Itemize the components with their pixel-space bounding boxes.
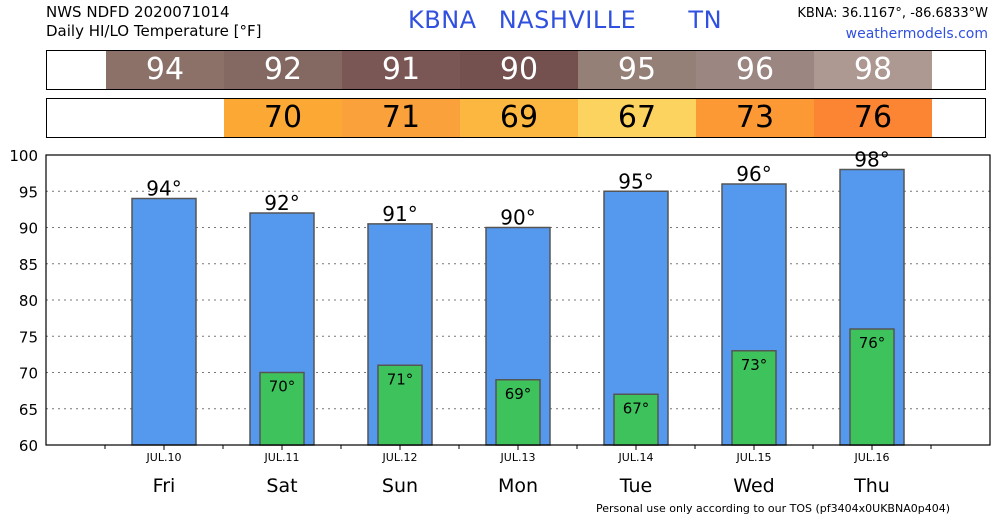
date-label: JUL.16 — [854, 451, 890, 464]
day-label: Tue — [619, 475, 652, 497]
product-label: Daily HI/LO Temperature [°F] — [46, 22, 262, 40]
y-tick-label: 70 — [19, 365, 38, 383]
state-code: TN — [688, 6, 723, 34]
day-label: Wed — [733, 475, 774, 497]
date-label: JUL.13 — [500, 451, 536, 464]
low-temp-cell: 70 — [224, 99, 342, 137]
date-label: JUL.15 — [736, 451, 772, 464]
high-temp-cell: 98 — [814, 51, 932, 89]
low-temp-cell — [106, 99, 224, 137]
station-code: KBNA — [408, 6, 477, 34]
y-tick-label: 75 — [19, 328, 38, 346]
high-temp-cell: 96 — [696, 51, 814, 89]
high-temp-label: 92° — [264, 191, 299, 215]
low-temp-bar — [259, 371, 305, 446]
high-temp-bar — [131, 197, 197, 446]
date-label: JUL.10 — [146, 451, 182, 464]
low-temp-label: 73° — [741, 356, 768, 374]
footer-note: Personal use only according to our TOS (… — [596, 502, 950, 515]
low-temp-cell: 71 — [342, 99, 460, 137]
high-temp-cell: 95 — [578, 51, 696, 89]
coordinates: KBNA: 36.1167°, -86.6833°W — [797, 6, 988, 21]
header-left: NWS NDFD 2020071014 Daily HI/LO Temperat… — [46, 3, 262, 41]
low-temp-cell: 73 — [696, 99, 814, 137]
low-temp-bar — [849, 328, 895, 446]
y-tick-label: 90 — [19, 220, 38, 238]
low-temp-label: 70° — [269, 378, 296, 396]
plot-frame — [45, 154, 991, 446]
high-temp-label: 98° — [854, 148, 889, 172]
city-name: NASHVILLE — [498, 6, 637, 34]
low-temp-bar — [495, 379, 541, 446]
low-temp-cell: 76 — [814, 99, 932, 137]
high-temp-strip: 94 92 91 90 95 96 98 — [46, 50, 986, 90]
low-temp-label: 67° — [623, 399, 650, 417]
high-temp-label: 91° — [382, 202, 417, 226]
high-temp-cell: 94 — [106, 51, 224, 89]
low-temp-bar — [613, 393, 659, 446]
low-temp-strip: 70 71 69 67 73 76 — [46, 98, 986, 138]
high-temp-label: 94° — [146, 177, 181, 201]
high-temp-label: 95° — [618, 169, 653, 193]
y-tick-label: 65 — [19, 401, 38, 419]
low-temp-label: 69° — [505, 385, 532, 403]
high-temp-cell: 90 — [460, 51, 578, 89]
date-label: JUL.12 — [382, 451, 418, 464]
date-label: JUL.11 — [264, 451, 300, 464]
location-title: KBNA NASHVILLE TN — [408, 6, 736, 34]
high-temp-cell: 92 — [224, 51, 342, 89]
high-temp-cell: 91 — [342, 51, 460, 89]
day-label: Mon — [498, 475, 538, 497]
y-tick-label: 60 — [19, 437, 38, 455]
header-right: KBNA: 36.1167°, -86.6833°W weathermodels… — [797, 4, 988, 44]
low-temp-bar — [377, 364, 423, 446]
y-tick-label: 95 — [19, 183, 38, 201]
y-tick-label: 100 — [9, 147, 38, 165]
high-temp-label: 96° — [736, 162, 771, 186]
day-label: Sat — [266, 475, 297, 497]
day-label: Sun — [382, 475, 418, 497]
low-temp-bar — [731, 350, 777, 446]
high-temp-label: 90° — [500, 206, 535, 230]
low-temp-cell: 69 — [460, 99, 578, 137]
site-link[interactable]: weathermodels.com — [845, 26, 988, 42]
y-tick-label: 80 — [19, 292, 38, 310]
low-temp-label: 76° — [859, 334, 886, 352]
day-label: Thu — [853, 475, 890, 497]
low-temp-cell: 67 — [578, 99, 696, 137]
y-tick-label: 85 — [19, 256, 38, 274]
date-label: JUL.14 — [618, 451, 654, 464]
low-temp-label: 71° — [387, 370, 414, 388]
model-run-label: NWS NDFD 2020071014 — [46, 3, 230, 21]
day-label: Fri — [153, 475, 176, 497]
